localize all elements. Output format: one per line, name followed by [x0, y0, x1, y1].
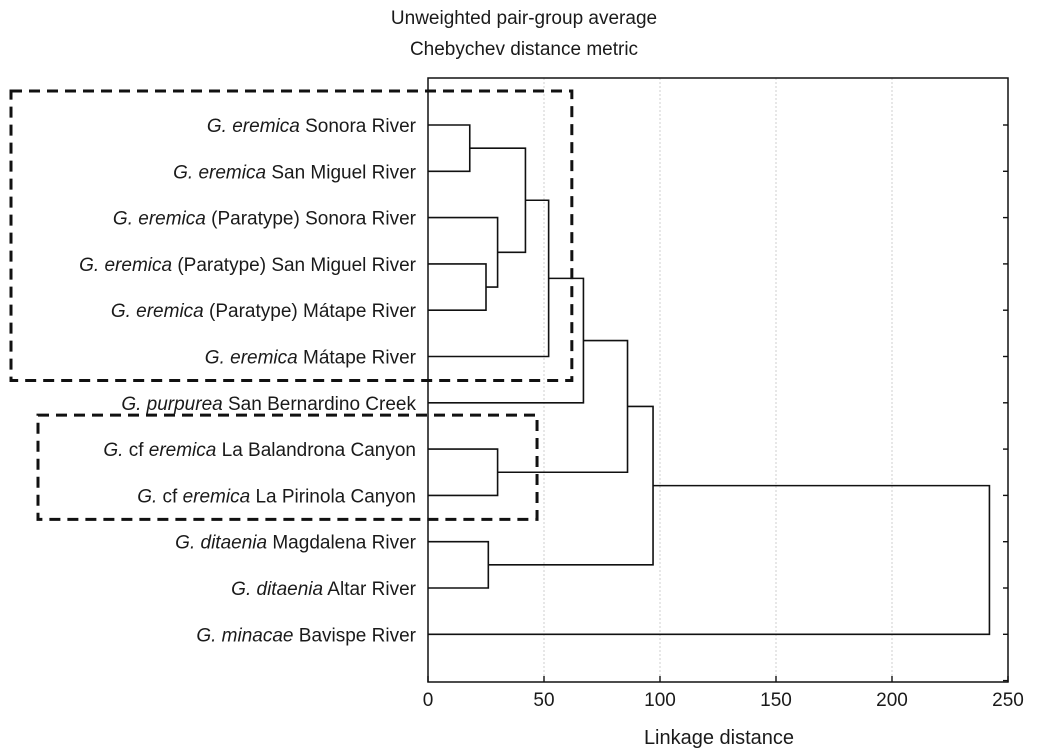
grid-lines — [543, 78, 893, 682]
leaf-label: G. ditaenia Altar River — [231, 579, 416, 600]
dendrogram-link — [428, 199, 550, 358]
dendrogram-link — [428, 124, 471, 173]
x-axis-label: Linkage distance — [644, 727, 794, 749]
group-boxes — [9, 89, 574, 521]
leaf-label: G. cf eremica La Pirinola Canyon — [137, 486, 416, 507]
dendrogram-link — [497, 339, 629, 474]
leaf-label: G. minacae Bavispe River — [196, 625, 416, 646]
dendrogram-links — [428, 124, 991, 636]
dendrogram-link — [428, 540, 490, 589]
group-box — [9, 89, 574, 382]
leaf-label: G. eremica Mátape River — [205, 348, 417, 369]
chart-title: Unweighted pair-group average — [391, 8, 657, 29]
x-tick-label: 50 — [533, 690, 554, 711]
dendrogram-link — [428, 277, 585, 404]
leaf-label: G. ditaenia Magdalena River — [175, 533, 416, 554]
leaf-label: G. eremica (Paratype) Mátape River — [111, 301, 417, 322]
leaf-label: G. eremica Sonora River — [207, 116, 417, 137]
x-axis-ticks: 0 50 100 150 200 250 — [423, 124, 1024, 711]
group-box — [36, 413, 539, 521]
dendrogram-link — [428, 263, 487, 311]
x-tick-label: 0 — [423, 690, 434, 711]
leaf-label: G. purpurea San Bernardino Creek — [121, 394, 416, 415]
leaf-label: G. cf eremica La Balandrona Canyon — [103, 440, 416, 461]
dendrogram-link — [428, 484, 991, 636]
dendrogram-link — [428, 448, 499, 497]
leaf-label: G. eremica (Paratype) Sonora River — [113, 209, 417, 230]
dendrogram-link — [428, 216, 499, 288]
leaf-label: G. eremica (Paratype) San Miguel River — [79, 255, 417, 276]
dendrogram-link — [488, 405, 654, 566]
x-tick-label: 100 — [644, 690, 676, 711]
leaf-label: G. eremica San Miguel River — [173, 162, 417, 183]
x-tick-label: 200 — [876, 690, 908, 711]
x-tick-label: 250 — [992, 690, 1024, 711]
x-tick-label: 150 — [760, 690, 792, 711]
leaf-labels: G. eremica Sonora River G. eremica San Mi… — [79, 116, 417, 646]
chart-subtitle: Chebychev distance metric — [410, 39, 638, 60]
